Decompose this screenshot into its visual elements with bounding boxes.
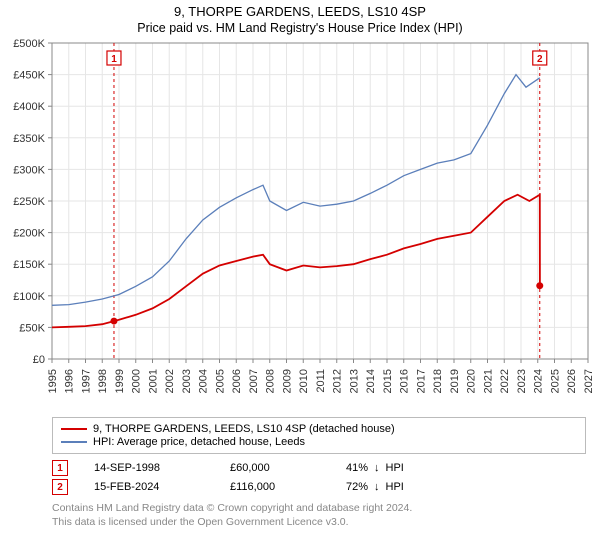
svg-text:£200K: £200K — [13, 228, 45, 240]
arrow-down-icon: ↓ — [374, 462, 380, 474]
legend-swatch — [61, 441, 87, 443]
svg-text:£250K: £250K — [13, 196, 45, 208]
svg-text:£100K: £100K — [13, 291, 45, 303]
arrow-down-icon: ↓ — [374, 481, 380, 493]
svg-text:2020: 2020 — [466, 369, 478, 393]
svg-text:2011: 2011 — [315, 369, 327, 393]
svg-text:2018: 2018 — [432, 369, 444, 393]
point-pct: 72% — [346, 481, 368, 493]
svg-text:2007: 2007 — [248, 369, 260, 393]
svg-text:1996: 1996 — [64, 369, 76, 393]
svg-text:£400K: £400K — [13, 101, 45, 113]
svg-text:£50K: £50K — [19, 322, 45, 334]
svg-text:£350K: £350K — [13, 133, 45, 145]
point-date: 15-FEB-2024 — [94, 481, 204, 493]
svg-text:2026: 2026 — [566, 369, 578, 393]
svg-text:2021: 2021 — [482, 369, 494, 393]
svg-text:2016: 2016 — [399, 369, 411, 393]
svg-text:1997: 1997 — [80, 369, 92, 393]
legend-label: HPI: Average price, detached house, Leed… — [93, 436, 305, 448]
svg-text:2006: 2006 — [231, 369, 243, 393]
svg-text:2004: 2004 — [198, 369, 210, 393]
point-price: £116,000 — [230, 481, 320, 493]
svg-text:2008: 2008 — [265, 369, 277, 393]
svg-text:1: 1 — [111, 54, 117, 65]
footer-text: Contains HM Land Registry data © Crown c… — [52, 501, 586, 529]
footer-line2: This data is licensed under the Open Gov… — [52, 515, 586, 529]
footer-line1: Contains HM Land Registry data © Crown c… — [52, 501, 586, 515]
svg-text:2000: 2000 — [131, 369, 143, 393]
point-row: 1 14-SEP-1998 £60,000 41% ↓ HPI — [52, 460, 586, 476]
legend-row: 9, THORPE GARDENS, LEEDS, LS10 4SP (deta… — [61, 423, 577, 435]
svg-text:£450K: £450K — [13, 70, 45, 82]
svg-text:2027: 2027 — [583, 369, 595, 393]
point-ref: HPI — [386, 481, 404, 493]
legend-swatch — [61, 428, 87, 430]
point-pct: 41% — [346, 462, 368, 474]
svg-text:2002: 2002 — [164, 369, 176, 393]
point-marker-box: 2 — [52, 479, 68, 495]
point-price: £60,000 — [230, 462, 320, 474]
svg-text:2013: 2013 — [348, 369, 360, 393]
svg-text:2009: 2009 — [281, 369, 293, 393]
legend-row: HPI: Average price, detached house, Leed… — [61, 436, 577, 448]
point-marker-box: 1 — [52, 460, 68, 476]
svg-text:2015: 2015 — [382, 369, 394, 393]
svg-text:2014: 2014 — [365, 369, 377, 393]
point-date: 14-SEP-1998 — [94, 462, 204, 474]
svg-text:2022: 2022 — [499, 369, 511, 393]
svg-text:2024: 2024 — [533, 369, 545, 393]
page-title: 9, THORPE GARDENS, LEEDS, LS10 4SP — [0, 4, 600, 19]
svg-text:£500K: £500K — [13, 38, 45, 50]
price-chart: £0 £50K £100K £150K £200K £250K £300K £350K £400… — [0, 35, 600, 415]
svg-text:2023: 2023 — [516, 369, 528, 393]
svg-text:2017: 2017 — [415, 369, 427, 393]
svg-text:2005: 2005 — [214, 369, 226, 393]
svg-text:1999: 1999 — [114, 369, 126, 393]
svg-text:2: 2 — [537, 54, 543, 65]
svg-text:£150K: £150K — [13, 259, 45, 271]
svg-text:2019: 2019 — [449, 369, 461, 393]
svg-text:£300K: £300K — [13, 164, 45, 176]
svg-text:2001: 2001 — [147, 369, 159, 393]
svg-text:2010: 2010 — [298, 369, 310, 393]
legend: 9, THORPE GARDENS, LEEDS, LS10 4SP (deta… — [52, 417, 586, 454]
svg-text:2025: 2025 — [549, 369, 561, 393]
svg-text:2012: 2012 — [332, 369, 344, 393]
point-row: 2 15-FEB-2024 £116,000 72% ↓ HPI — [52, 479, 586, 495]
svg-text:1998: 1998 — [97, 369, 109, 393]
point-ref: HPI — [386, 462, 404, 474]
svg-text:£0: £0 — [33, 354, 45, 366]
legend-label: 9, THORPE GARDENS, LEEDS, LS10 4SP (deta… — [93, 423, 395, 435]
page-subtitle: Price paid vs. HM Land Registry's House … — [0, 21, 600, 35]
svg-text:2003: 2003 — [181, 369, 193, 393]
svg-text:1995: 1995 — [47, 369, 59, 393]
points-table: 1 14-SEP-1998 £60,000 41% ↓ HPI 2 15-FEB-2024 £1… — [52, 460, 586, 495]
